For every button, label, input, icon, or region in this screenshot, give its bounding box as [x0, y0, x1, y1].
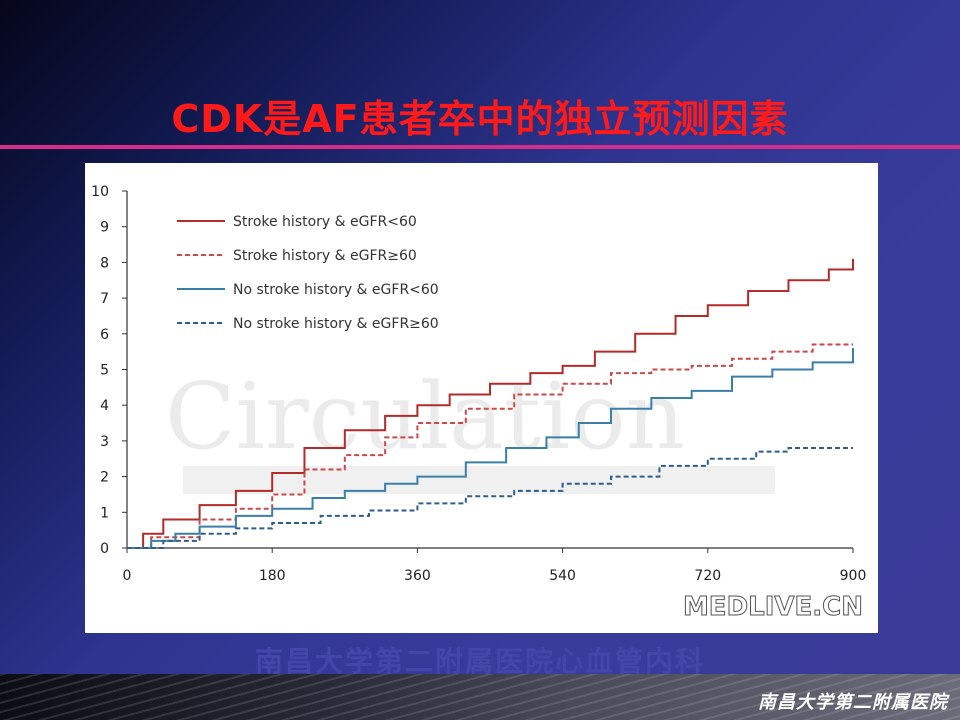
y-tick-label: 10	[91, 184, 109, 200]
footer-band	[0, 674, 960, 720]
chart-axes: 0 1 2 3 4 5 6 7 8 9 10 0 180 360 540 720 900	[91, 184, 866, 584]
title-divider	[0, 145, 960, 149]
hospital-logo-text: 南昌大学第二附属医院	[758, 692, 948, 713]
y-tick-label: 0	[100, 541, 109, 557]
chart-legend: Stroke history & eGFR<60 Stroke history &…	[177, 214, 439, 332]
series-line-3	[127, 348, 854, 549]
chart-panel: Circulation 0 1 2 3 4 5 6 7 8 9 10 0 180 360 540 720 900…	[85, 163, 878, 633]
watermark-journal: Circulation	[165, 363, 685, 470]
series-line-1	[127, 258, 854, 549]
x-tick-label: 540	[549, 568, 576, 584]
slide-title: CDK是AF患者卒中的独立预测因素	[171, 97, 789, 141]
legend-label: Stroke history & eGFR≥60	[233, 248, 417, 264]
legend-label: Stroke history & eGFR<60	[233, 214, 417, 230]
y-tick-label: 9	[100, 220, 109, 236]
chart-series	[127, 258, 854, 549]
y-tick-label: 2	[100, 470, 109, 486]
x-tick-label: 900	[840, 568, 867, 584]
km-chart: Circulation 0 1 2 3 4 5 6 7 8 9 10 0 180 360 540 720 900…	[91, 184, 866, 623]
legend-label: No stroke history & eGFR≥60	[233, 316, 439, 332]
x-tick-label: 0	[123, 568, 132, 584]
y-tick-label: 1	[100, 505, 109, 521]
y-tick-label: 3	[100, 434, 109, 450]
x-tick-label: 720	[694, 568, 721, 584]
watermark-band	[183, 466, 775, 494]
legend-label: No stroke history & eGFR<60	[233, 282, 439, 298]
department-text: 南昌大学第二附属医院心血管内科	[254, 645, 705, 678]
y-tick-label: 4	[100, 398, 109, 414]
y-tick-label: 8	[100, 255, 109, 271]
x-tick-label: 180	[259, 568, 286, 584]
series-line-4	[127, 447, 853, 549]
footer-decoration	[0, 674, 960, 720]
y-tick-label: 5	[100, 363, 109, 379]
series-line-2	[127, 343, 853, 549]
y-tick-label: 7	[100, 291, 109, 307]
watermark-site: MEDLIVE.CN	[683, 592, 863, 622]
y-tick-label: 6	[100, 327, 109, 343]
x-tick-label: 360	[404, 568, 431, 584]
